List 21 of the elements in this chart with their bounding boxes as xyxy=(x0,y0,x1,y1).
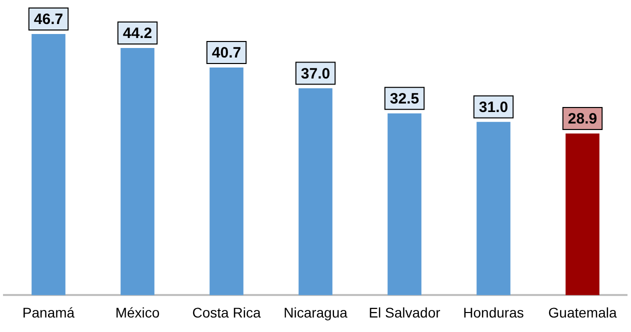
x-tick-label: Guatemala xyxy=(548,304,617,320)
x-tick-label: México xyxy=(115,304,160,320)
data-label: 44.2 xyxy=(122,25,152,42)
bar xyxy=(388,113,422,296)
data-label: 46.7 xyxy=(34,11,64,28)
x-tick-label: Costa Rica xyxy=(192,304,261,320)
bar xyxy=(32,34,66,296)
x-tick-label: Honduras xyxy=(463,304,524,320)
bar xyxy=(476,122,510,296)
bar xyxy=(210,68,244,296)
data-label: 40.7 xyxy=(212,44,242,62)
data-label: 37.0 xyxy=(300,65,330,82)
bar xyxy=(298,88,332,296)
bar xyxy=(120,48,154,296)
x-tick-label: Nicaragua xyxy=(284,304,348,320)
x-tick-label: Panamá xyxy=(22,304,75,320)
bar xyxy=(566,134,600,296)
data-label: 31.0 xyxy=(478,98,508,116)
x-tick-label: El Salvador xyxy=(368,304,441,320)
data-label: 28.9 xyxy=(568,110,598,128)
data-label: 32.5 xyxy=(390,90,420,108)
